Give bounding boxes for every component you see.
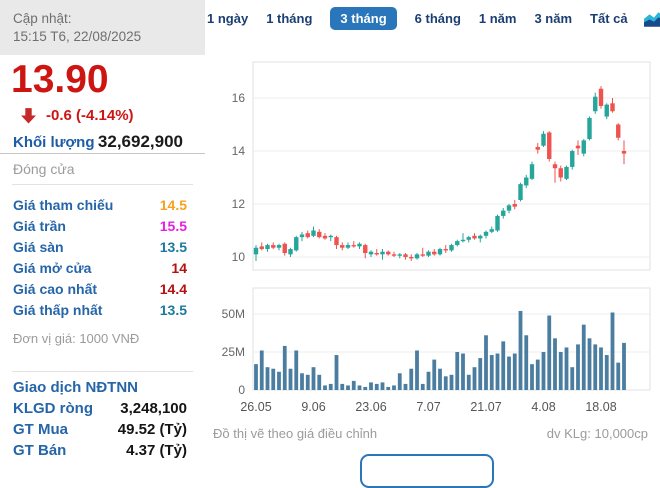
- row-label: Giá trần: [13, 218, 66, 234]
- tab-6-thang[interactable]: 6 tháng: [414, 11, 461, 26]
- period-tabs: 1 ngày 1 tháng 3 tháng 6 tháng 1 năm 3 n…: [207, 7, 660, 30]
- table-row: Giá thấp nhất 13.5: [13, 302, 187, 323]
- row-label: KLGD ròng: [13, 400, 93, 417]
- row-label: Giá mở cửa: [13, 260, 92, 276]
- row-value: 13.5: [159, 239, 187, 255]
- area-chart-icon[interactable]: [643, 11, 660, 27]
- price-info-table: Giá tham chiếu 14.5 Giá trần 15.5 Giá sà…: [13, 197, 187, 323]
- row-label: GT Mua: [13, 421, 68, 438]
- tab-tat-ca[interactable]: Tất cả: [590, 11, 628, 26]
- table-row: KLGD ròng 3,248,100: [13, 400, 187, 421]
- divider: [12, 184, 193, 185]
- svg-text:9.06: 9.06: [301, 400, 325, 414]
- update-block: Cập nhật: 15:15 T6, 22/08/2025: [0, 0, 205, 55]
- tab-3-thang[interactable]: 3 tháng: [330, 7, 397, 30]
- foreign-trading-table: KLGD ròng 3,248,100 GT Mua 49.52 (Tỷ) GT…: [13, 400, 187, 463]
- volume-label: Khối lượng: [13, 134, 95, 151]
- row-value: 3,248,100: [120, 400, 187, 417]
- close-state-label: Đóng cửa: [13, 161, 75, 177]
- last-price: 13.90: [11, 58, 109, 101]
- table-row: Giá tham chiếu 14.5: [13, 197, 187, 218]
- divider: [0, 153, 205, 154]
- row-value: 13.5: [159, 302, 187, 318]
- svg-text:4.08: 4.08: [531, 400, 555, 414]
- svg-text:0: 0: [238, 383, 245, 397]
- divider: [12, 371, 193, 372]
- down-arrow-icon: [21, 108, 36, 124]
- price-change-row: -0.6 (-4.14%): [20, 107, 134, 124]
- svg-text:7.07: 7.07: [416, 400, 440, 414]
- svg-text:26.05: 26.05: [240, 400, 271, 414]
- volume-unit-note: dv KLg: 10,000cp: [546, 426, 648, 441]
- svg-text:25M: 25M: [222, 345, 245, 359]
- tab-3-nam[interactable]: 3 năm: [534, 11, 573, 26]
- svg-text:10: 10: [232, 250, 246, 264]
- svg-text:23.06: 23.06: [355, 400, 386, 414]
- partially-visible-button[interactable]: [360, 454, 494, 488]
- table-row: Giá cao nhất 14.4: [13, 281, 187, 302]
- row-label: Giá cao nhất: [13, 281, 98, 297]
- price-unit-note: Đơn vị giá: 1000 VNĐ: [13, 331, 140, 346]
- row-label: Giá sàn: [13, 239, 64, 255]
- row-value: 14.5: [159, 197, 187, 213]
- quote-sidebar: Cập nhật: 15:15 T6, 22/08/2025 13.90 -0.…: [0, 0, 205, 460]
- svg-text:14: 14: [232, 144, 246, 158]
- svg-text:21.07: 21.07: [470, 400, 501, 414]
- row-value: 49.52 (Tỷ): [117, 421, 187, 438]
- table-row: Giá trần 15.5: [13, 218, 187, 239]
- table-row: Giá mở cửa 14: [13, 260, 187, 281]
- row-value: 14: [171, 260, 187, 276]
- table-row: GT Bán 4.37 (Tỷ): [13, 442, 187, 463]
- volume-row: Khối lượng 32,692,900: [13, 132, 183, 152]
- table-row: GT Mua 49.52 (Tỷ): [13, 421, 187, 442]
- tab-1-ngay[interactable]: 1 ngày: [207, 11, 249, 26]
- foreign-trading-title: Giao dịch NĐTNN: [13, 379, 139, 396]
- table-row: Giá sàn 13.5: [13, 239, 187, 260]
- svg-text:12: 12: [232, 197, 246, 211]
- svg-text:18.08: 18.08: [585, 400, 616, 414]
- row-label: GT Bán: [13, 442, 67, 459]
- tab-1-thang[interactable]: 1 tháng: [266, 11, 313, 26]
- svg-text:50M: 50M: [222, 307, 245, 321]
- update-label: Cập nhật:: [13, 11, 72, 26]
- row-label: Giá thấp nhất: [13, 302, 103, 318]
- price-volume-chart: 16 14 12 10 50M 25M 0 26.05 9.06 23.06 7.07 21.07 4.…: [222, 61, 651, 414]
- volume-value: 32,692,900: [97, 132, 183, 151]
- price-change: -0.6 (-4.14%): [46, 107, 134, 124]
- adjusted-price-note: Đồ thị vẽ theo giá điều chỉnh: [213, 426, 378, 441]
- row-value: 4.37 (Tỷ): [126, 442, 187, 459]
- update-time: 15:15 T6, 22/08/2025: [13, 29, 142, 44]
- row-value: 14.4: [159, 281, 187, 297]
- tab-1-nam[interactable]: 1 năm: [478, 11, 517, 26]
- svg-text:16: 16: [232, 91, 246, 105]
- row-label: Giá tham chiếu: [13, 197, 114, 213]
- row-value: 15.5: [159, 218, 187, 234]
